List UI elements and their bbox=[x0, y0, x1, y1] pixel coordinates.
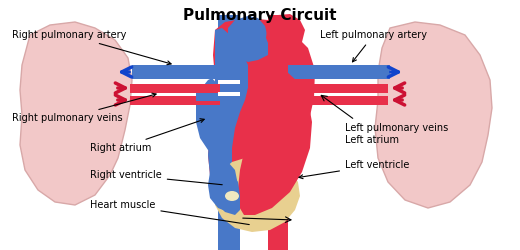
Text: Pulmonary Circuit: Pulmonary Circuit bbox=[183, 8, 337, 23]
FancyBboxPatch shape bbox=[288, 65, 390, 79]
Text: Right pulmonary artery: Right pulmonary artery bbox=[12, 30, 171, 65]
Text: Left pulmonary artery: Left pulmonary artery bbox=[320, 30, 427, 62]
Polygon shape bbox=[215, 158, 300, 232]
FancyBboxPatch shape bbox=[268, 15, 288, 250]
Polygon shape bbox=[266, 14, 305, 50]
FancyBboxPatch shape bbox=[130, 96, 220, 105]
Text: Left atrium: Left atrium bbox=[345, 135, 399, 145]
Polygon shape bbox=[208, 28, 248, 215]
Polygon shape bbox=[208, 162, 238, 212]
FancyBboxPatch shape bbox=[288, 96, 388, 105]
Text: Right pulmonary veins: Right pulmonary veins bbox=[12, 93, 156, 123]
Text: Left ventricle: Left ventricle bbox=[299, 160, 409, 179]
FancyBboxPatch shape bbox=[130, 84, 220, 93]
Polygon shape bbox=[218, 172, 240, 215]
Polygon shape bbox=[196, 78, 232, 160]
Ellipse shape bbox=[225, 191, 239, 201]
FancyBboxPatch shape bbox=[288, 84, 388, 93]
Polygon shape bbox=[375, 22, 492, 208]
Text: Heart muscle: Heart muscle bbox=[90, 200, 249, 224]
FancyBboxPatch shape bbox=[218, 80, 240, 84]
Polygon shape bbox=[208, 18, 315, 215]
Text: Right ventricle: Right ventricle bbox=[90, 170, 222, 185]
Text: Left pulmonary veins: Left pulmonary veins bbox=[345, 123, 448, 133]
FancyBboxPatch shape bbox=[218, 15, 240, 250]
Text: Right atrium: Right atrium bbox=[90, 119, 204, 153]
FancyBboxPatch shape bbox=[132, 65, 224, 79]
FancyBboxPatch shape bbox=[196, 93, 220, 101]
Polygon shape bbox=[238, 68, 312, 215]
Polygon shape bbox=[20, 22, 132, 205]
Polygon shape bbox=[228, 16, 268, 62]
FancyBboxPatch shape bbox=[218, 92, 240, 96]
